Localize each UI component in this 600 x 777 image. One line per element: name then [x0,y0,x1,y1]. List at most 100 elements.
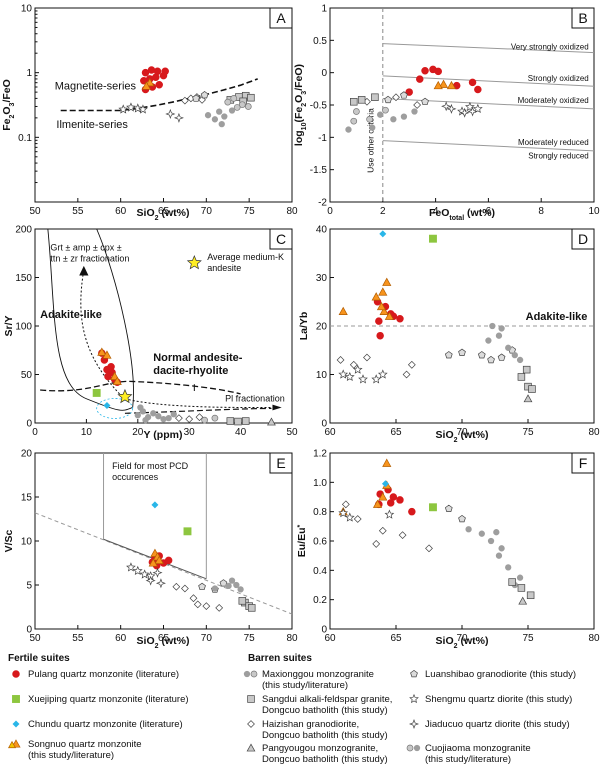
data-point-sangdui [517,373,526,381]
data-point-sangdui [357,96,366,104]
data-point-maxionggou [478,530,485,537]
x-tick-label: 0 [32,427,38,438]
data-point-luanshibao [198,582,206,591]
y-tick-label: 0 [321,68,327,79]
y-tick-label: -1 [318,133,327,144]
annotation-ilmenite-series: Ilmenite-series [56,119,128,131]
legend-marker-gray-pentagon [410,669,418,678]
plot-frame [329,452,595,630]
panel-d: D 60 65 70 75 80 0 10 20 30 40 Adakite-like [316,225,600,439]
y-axis-label: La/Yb [298,312,310,341]
x-tick-label: 50 [29,206,41,217]
y-axis-label: Sr/Y [3,315,15,336]
panel-letter: D [578,231,588,247]
data-point-maxionggou [498,325,505,332]
data-point-sangdui [226,417,235,425]
y-tick-label: 1.2 [313,449,327,460]
data-point-haizishan [341,500,350,509]
data-point-songnuo [154,555,164,564]
normal-arc-field-lower [124,407,272,414]
data-point-luanshibao [192,94,200,102]
pl-fractionation-arrow [124,398,277,409]
x-tick-label: 4 [433,206,439,217]
data-point-chundu [381,480,389,488]
data-point-pulang [386,499,395,507]
data-point-haizishan [353,515,362,523]
x-tick-label: 80 [588,427,600,438]
data-point-haizishan [402,370,411,379]
panel-letter: A [276,10,286,26]
legend-barren-title: Barren suites [248,653,312,664]
y-axis-label: log10(Fe2O3/FeO) [293,64,308,146]
data-point-cuojiaoma [233,104,241,111]
plot-frame [34,452,293,630]
data-point-pangyougou [523,394,533,403]
data-point-maxionggou [516,574,524,581]
panel-letter: E [276,455,285,471]
x-axis-label: SiO2 (wt%) [137,207,190,222]
panel-a: A 50 55 60 65 70 75 80 0.1 1 10 Magnetite-series Ilm… [18,4,298,218]
x-tick-label: 65 [158,206,170,217]
data-point-maxionggou [495,552,503,559]
legend-marker-gray-star [409,693,419,704]
data-point-maxionggou [487,537,495,545]
data-point-maxionggou [390,116,397,123]
panel-letter: F [579,455,588,471]
x-tick-label: 30 [184,427,196,438]
data-point-haizishan [198,95,206,104]
x-axis-label: SiO2 (wt%) [436,429,489,444]
x-tick-label: 60 [115,206,127,217]
legend-marker-gray-triangle [246,743,256,752]
x-tick-label: 20 [132,427,144,438]
x-tick-label: 40 [235,427,247,438]
data-point-chundu [103,402,111,410]
data-point-songnuo [112,376,122,385]
y-tick-label: 20 [316,322,328,333]
data-point-maxionggou [155,413,162,420]
y-tick-label: 50 [21,370,33,381]
data-point-haizishan [363,353,371,362]
data-point-sangdui [522,365,531,374]
x-tick-label: 10 [588,206,600,217]
adakite-field [47,228,134,411]
data-point-pulang [474,85,482,94]
y-tick-label: 15 [21,493,33,504]
legend-marker-gray-circles2 [406,744,414,752]
data-point-maxionggou [204,112,212,119]
data-point-maxionggou [369,124,376,131]
data-point-chundu [151,501,159,509]
legend: Fertile suites Barren suites Pulang quartz… [8,653,576,765]
data-point-xuejiping [429,234,437,243]
data-point-maxionggou [170,411,177,418]
data-point-maxionggou [233,581,240,589]
data-point-songnuo [378,492,388,501]
y-tick-label: 10 [21,4,33,15]
data-point-sangdui [247,604,256,612]
legend-label-barren: Shengmu quartz diorite (this study) [425,694,572,705]
panel-e: E 50 55 60 65 70 75 80 0 5 10 15 20 Field for most PC… [21,449,298,645]
data-point-sangdui [234,417,242,426]
legend-marker-triangle-alt [8,740,16,749]
data-point-maxionggou [498,545,505,552]
legend-label-fertile: Songnuo quartz monzonite (this study/lite… [28,739,142,761]
data-point-pulang [468,78,477,87]
annotation-adakite-like: Adakite-like [526,311,588,323]
data-point-maxionggou [221,113,228,120]
x-tick-label: 2 [380,206,386,217]
plot-frame [34,7,293,203]
data-point-haizishan [398,531,407,540]
data-point-haizishan [185,415,194,424]
x-tick-label: 8 [538,206,544,217]
data-point-pangyougou [267,417,276,426]
data-point-haizishan [181,584,189,593]
annotation-strongly-reduced: Strongly reduced [528,152,588,161]
data-point-pulang [107,362,115,371]
data-point-shengmu [138,104,148,114]
x-axis-label: SiO2 (wt%) [436,635,489,650]
annotation-adakite-like: Adakite-like [40,309,102,321]
x-tick-label: 70 [456,633,468,644]
data-point-maxionggou [516,356,524,364]
data-point-shengmu [472,103,483,114]
legend-marker-gray-4star [408,718,420,730]
data-point-jiaducuo [145,575,156,586]
